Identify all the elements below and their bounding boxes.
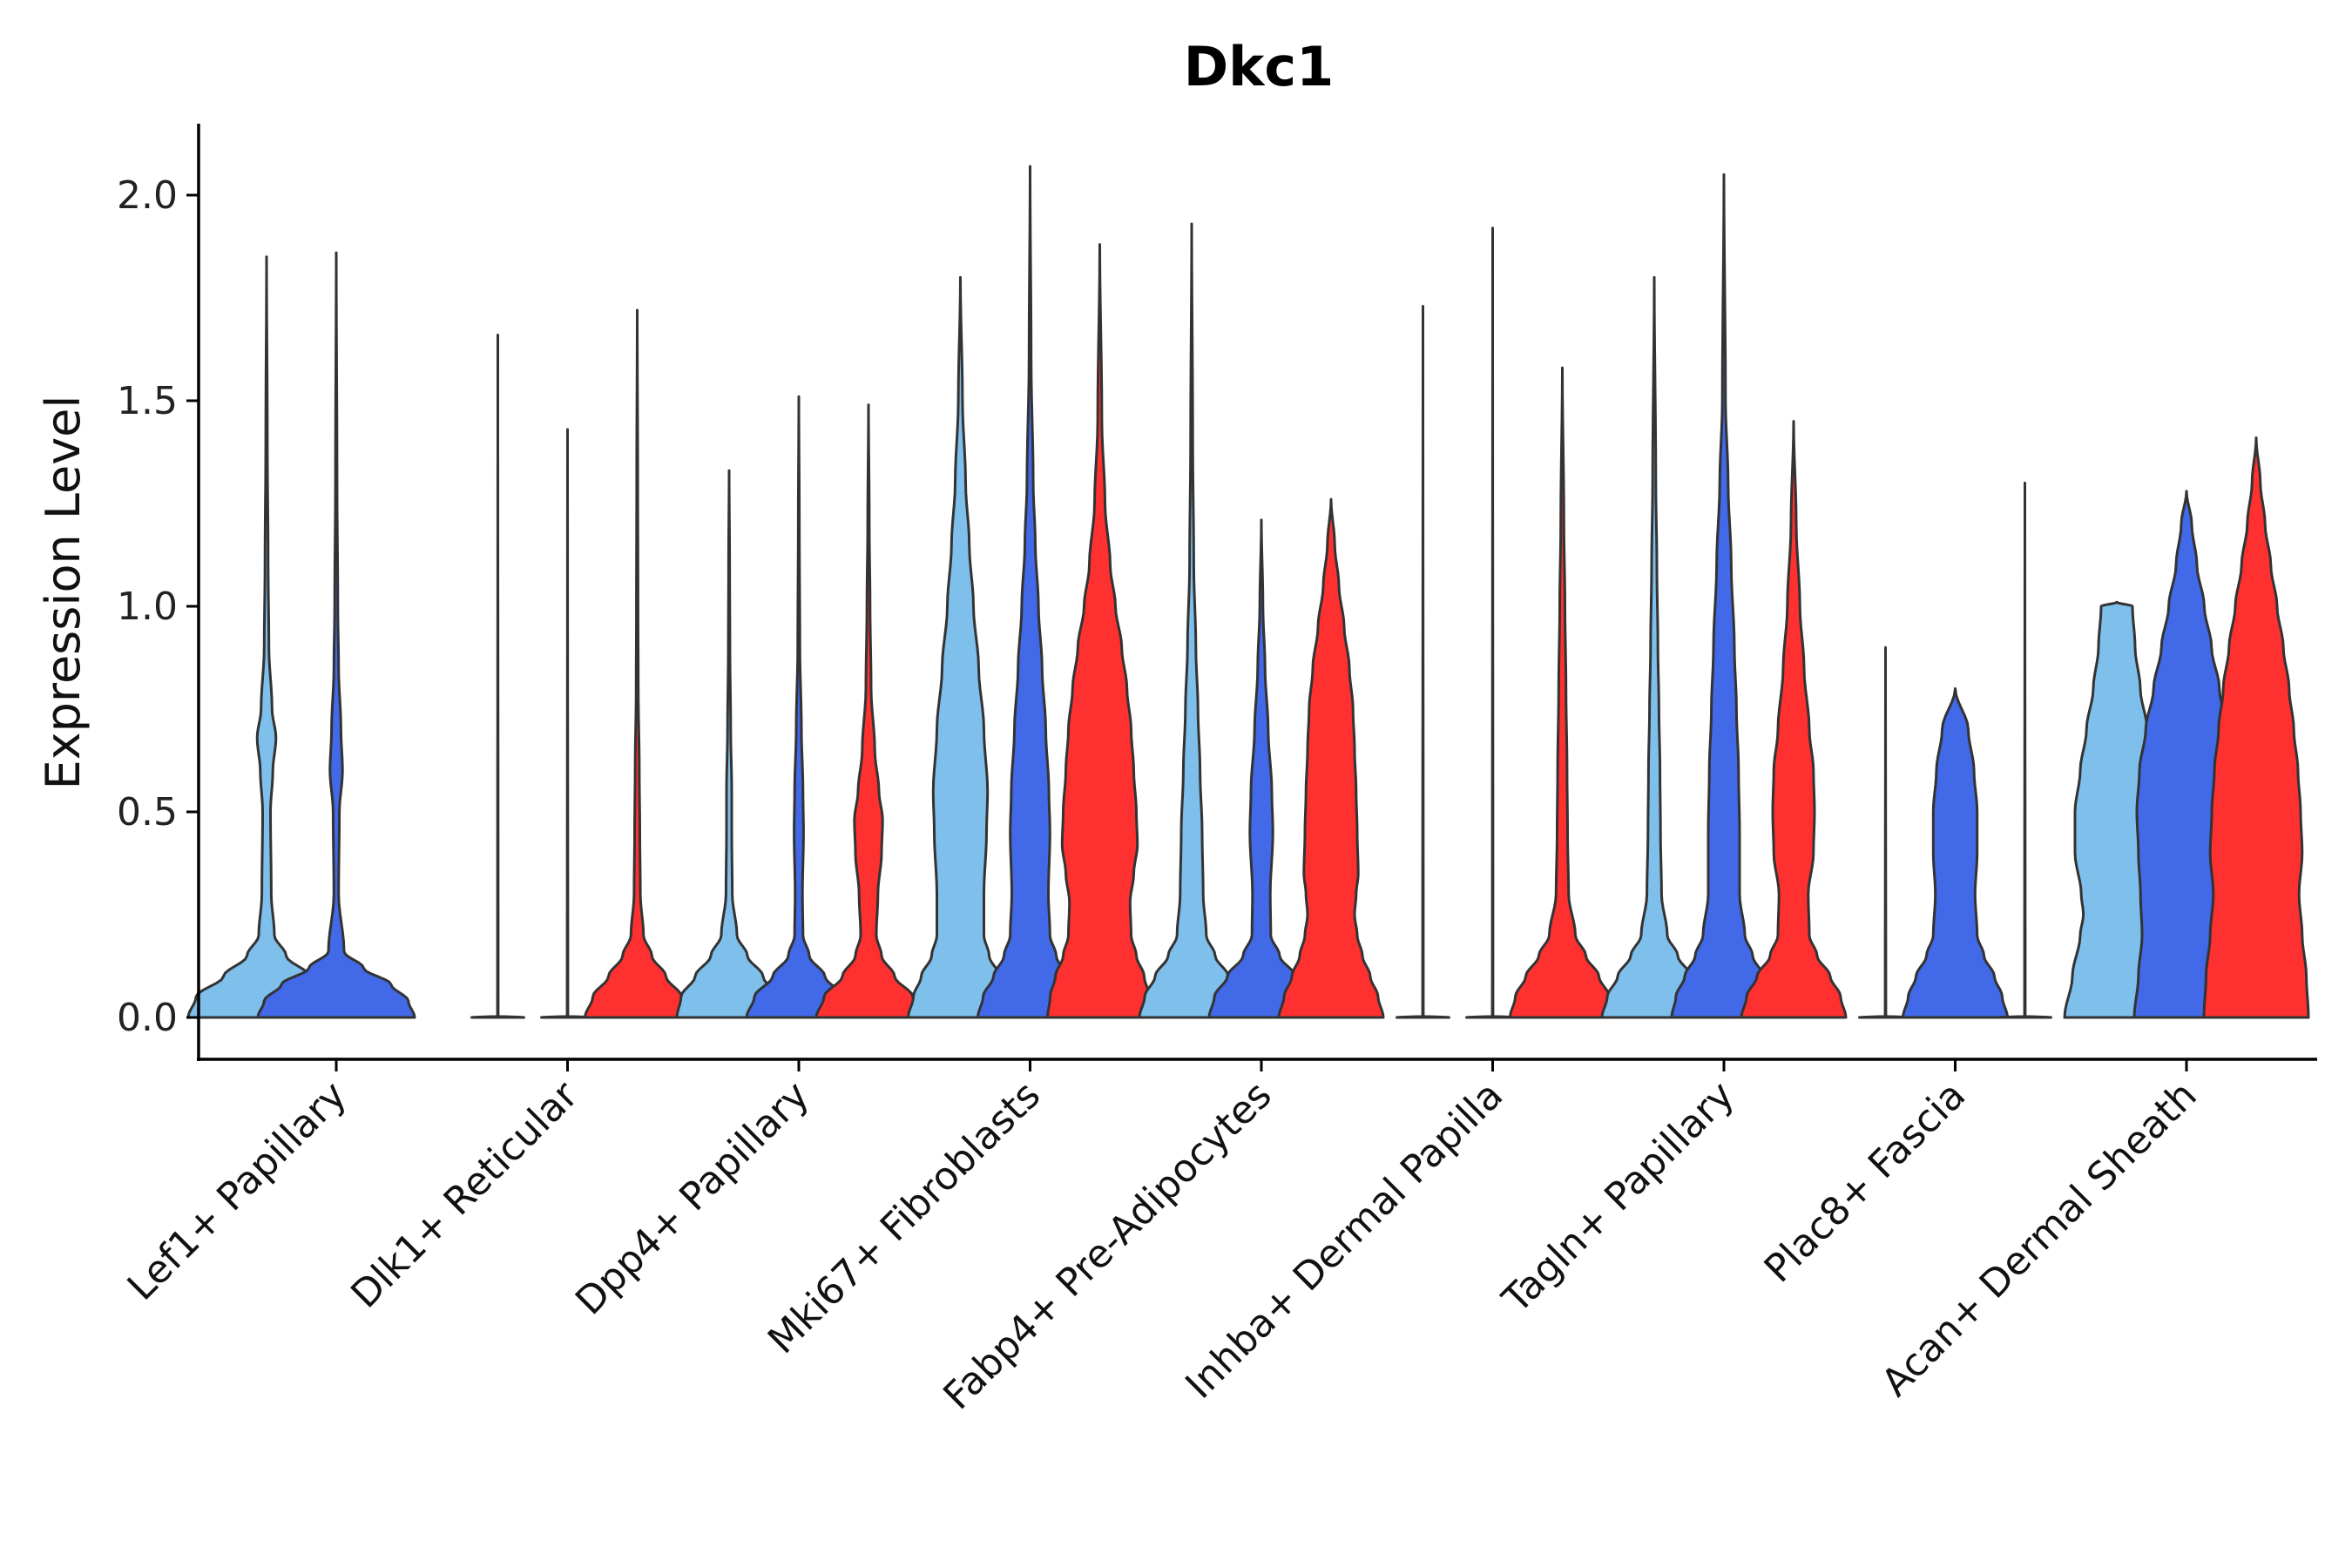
violin-mki67-fibroblasts-light [907, 275, 1014, 1019]
violin-dpp4-papillary-red [814, 403, 923, 1019]
violin-dpp4-papillary-light [675, 469, 783, 1019]
violin-dlk1-reticular-light [496, 333, 500, 1019]
axes [197, 124, 2317, 1061]
violin-plac8-fascia-light [1883, 645, 1888, 1019]
violin-fabp4-pre-adipocytes-blue [1207, 518, 1315, 1019]
violin-dlk1-reticular-red [584, 308, 691, 1019]
x-tick-label-lef1-papillary: Lef1+ Papillary [119, 1073, 355, 1309]
violin-dlk1-reticular-blue [565, 428, 570, 1019]
y-tick-label: 2.0 [117, 173, 178, 218]
x-tick-label-plac8-fascia: Plac8+ Fascia [1756, 1073, 1975, 1292]
y-axis-label: Expression Level [36, 395, 91, 790]
x-tick-label-dlk1-reticular: Dlk1+ Reticular [342, 1072, 587, 1317]
violin-fabp4-pre-adipocytes-red [1277, 497, 1385, 1019]
violin-lef1-papillary-light [186, 255, 347, 1019]
x-tick-label-tagln-papillary: Tagln+ Papillary [1494, 1073, 1743, 1322]
y-tick-label: 0.5 [117, 790, 178, 835]
chart-title: Dkc1 [1184, 35, 1335, 98]
violin-lef1-papillary-blue [256, 251, 416, 1019]
violin-tagln-papillary-red [1740, 420, 1848, 1019]
y-tick-label: 1.0 [117, 585, 178, 629]
violin-fabp4-pre-adipocytes-light [1138, 222, 1246, 1019]
y-ticks: 0.0 0.5 1.0 1.5 2.0 [117, 173, 199, 1040]
violin-dpp4-papillary-blue [745, 395, 853, 1019]
violin-tagln-papillary-light [1600, 275, 1708, 1019]
violin-inhba-dermal-papilla-blue [1490, 226, 1495, 1019]
violin-mki67-fibroblasts-red [1046, 243, 1153, 1019]
violin-acan-dermal-sheath-red [2202, 436, 2310, 1019]
violin-plac8-fascia-red [2023, 481, 2027, 1019]
violin-tagln-papillary-blue [1670, 172, 1778, 1019]
violin-mki67-fibroblasts-blue [977, 165, 1084, 1019]
violin-inhba-dermal-papilla-red [1509, 366, 1616, 1019]
violin-layer [186, 165, 2310, 1019]
x-tick-label-dpp4-papillary: Dpp4+ Papillary [567, 1073, 818, 1324]
violin-plac8-fascia-blue [1902, 686, 2009, 1019]
y-tick-label: 0.0 [117, 996, 178, 1040]
y-tick-label: 1.5 [117, 379, 178, 423]
